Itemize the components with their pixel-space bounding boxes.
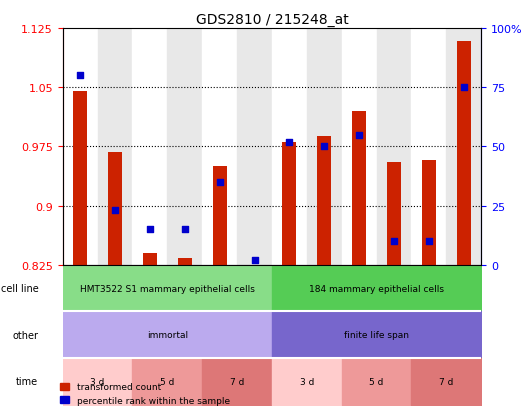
Point	[146, 226, 154, 233]
Point	[76, 73, 84, 79]
Bar	[446, 29, 481, 265]
Bar	[178, 259, 192, 265]
Point	[285, 139, 293, 146]
Bar	[98, 29, 132, 265]
Bar	[352, 112, 366, 265]
Bar	[272, 29, 307, 265]
Point	[355, 132, 363, 138]
Text: 3 d: 3 d	[300, 377, 314, 386]
Text: 7 d: 7 d	[230, 377, 244, 386]
Bar	[167, 29, 202, 265]
Point	[460, 85, 468, 91]
Text: other: other	[13, 330, 38, 340]
Legend: transformed count, percentile rank within the sample: transformed count, percentile rank withi…	[57, 379, 233, 408]
Point	[111, 207, 119, 214]
Text: cell line: cell line	[1, 283, 38, 293]
Text: time: time	[16, 377, 38, 387]
Bar	[457, 42, 471, 265]
Bar	[317, 137, 331, 265]
Bar	[422, 160, 436, 265]
Bar	[342, 29, 377, 265]
Bar	[132, 29, 167, 265]
Point	[425, 238, 433, 245]
Text: immortal: immortal	[147, 330, 188, 339]
Bar	[377, 29, 412, 265]
Text: finite life span: finite life span	[344, 330, 409, 339]
Point	[215, 179, 224, 186]
Bar	[387, 163, 401, 265]
Text: HMT3522 S1 mammary epithelial cells: HMT3522 S1 mammary epithelial cells	[80, 284, 255, 293]
Bar	[307, 29, 342, 265]
Bar	[202, 29, 237, 265]
Bar	[237, 29, 272, 265]
Bar	[213, 167, 226, 265]
Point	[251, 257, 259, 264]
Text: 5 d: 5 d	[160, 377, 175, 386]
Bar	[143, 253, 157, 265]
Text: 184 mammary epithelial cells: 184 mammary epithelial cells	[309, 284, 444, 293]
Point	[390, 238, 398, 245]
Bar	[73, 92, 87, 265]
Bar	[412, 29, 446, 265]
Title: GDS2810 / 215248_at: GDS2810 / 215248_at	[196, 12, 348, 26]
Bar	[282, 143, 297, 265]
Text: 7 d: 7 d	[439, 377, 453, 386]
Point	[320, 144, 328, 150]
Bar	[63, 29, 98, 265]
Text: 5 d: 5 d	[369, 377, 384, 386]
Point	[180, 226, 189, 233]
Text: 3 d: 3 d	[90, 377, 105, 386]
Bar	[108, 152, 122, 265]
